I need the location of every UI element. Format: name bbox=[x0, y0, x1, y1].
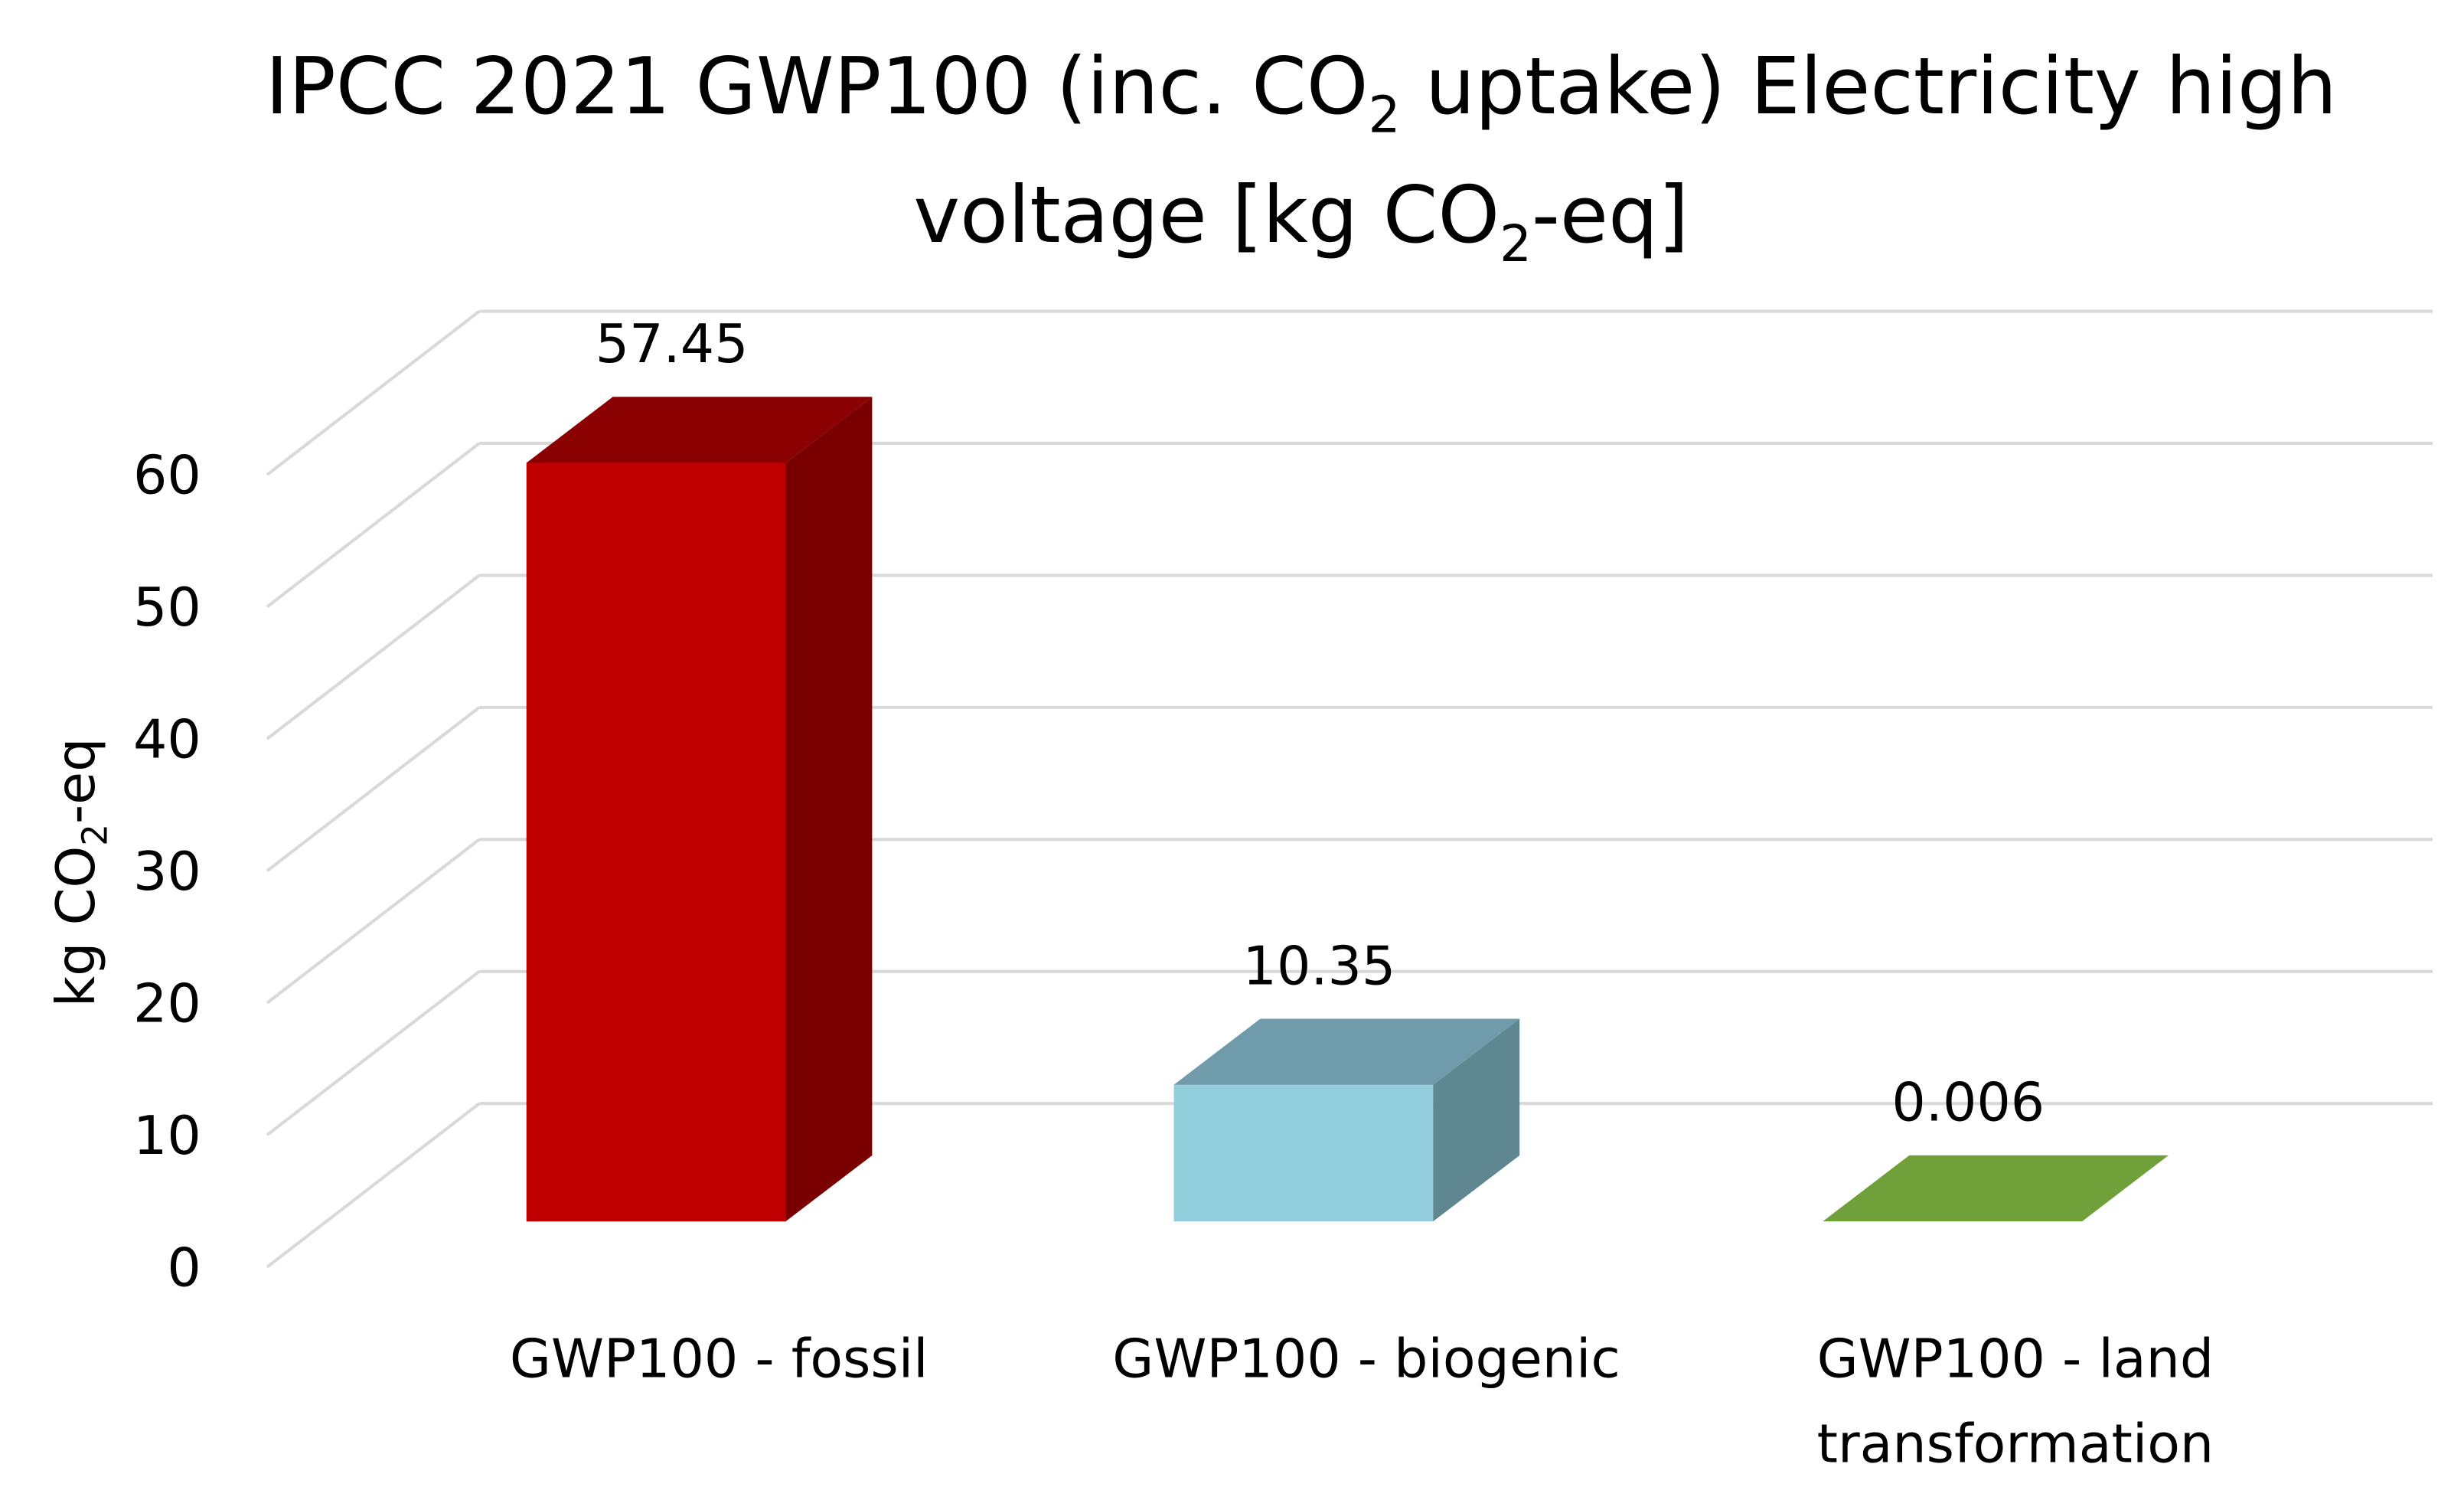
y-tick-label: 60 bbox=[133, 445, 201, 507]
y-tick-label: 20 bbox=[133, 972, 201, 1034]
bar-top bbox=[1173, 1018, 1520, 1085]
x-tick-label: transformation bbox=[1817, 1413, 2214, 1475]
gridline-side bbox=[266, 838, 481, 1005]
y-tick-label: 50 bbox=[133, 577, 201, 639]
gridline-side bbox=[266, 574, 481, 740]
gridline-side bbox=[266, 309, 481, 476]
gridline-side bbox=[266, 1102, 481, 1269]
bar-side bbox=[785, 397, 873, 1222]
svg-text:voltage [kg CO2-eq]: voltage [kg CO2-eq] bbox=[913, 170, 1689, 273]
data-label: 57.45 bbox=[596, 313, 749, 375]
x-tick-label: GWP100 - land bbox=[1817, 1328, 2214, 1390]
x-tick-label: GWP100 - biogenic bbox=[1112, 1328, 1620, 1390]
bar-front bbox=[526, 462, 786, 1222]
title-line2-b: -eq] bbox=[1532, 170, 1689, 261]
y-axis-ticks: 0 10 20 30 40 50 60 bbox=[133, 445, 201, 1299]
y-tick-label: 10 bbox=[133, 1105, 201, 1167]
chart-title: IPCC 2021 GWP100 (inc. CO2 uptake) Elect… bbox=[266, 41, 2337, 273]
gridline-side bbox=[266, 970, 481, 1136]
y-tick-label: 0 bbox=[167, 1237, 201, 1299]
bar-top bbox=[526, 397, 873, 463]
y-label-a: kg CO bbox=[45, 846, 107, 1008]
y-tick-label: 40 bbox=[133, 709, 201, 771]
title-line2-a: voltage [kg CO bbox=[913, 170, 1500, 261]
bar: 0.006 bbox=[1823, 1072, 2169, 1222]
x-tick-label: GWP100 - fossil bbox=[510, 1328, 928, 1390]
bars: 57.45 10.35 0.006 bbox=[526, 313, 2169, 1222]
bar: 10.35 bbox=[1173, 935, 1520, 1222]
y-tick-label: 30 bbox=[133, 841, 201, 903]
gridline-side bbox=[266, 442, 481, 609]
data-label: 10.35 bbox=[1243, 935, 1396, 997]
bar: 57.45 bbox=[526, 313, 873, 1222]
svg-text:IPCC 2021 GWP100 (inc. CO2 upt: IPCC 2021 GWP100 (inc. CO2 uptake) Elect… bbox=[266, 41, 2337, 145]
x-axis-labels: GWP100 - fossil GWP100 - biogenic GWP100 -… bbox=[510, 1328, 2214, 1475]
bar-top bbox=[1823, 1155, 2169, 1222]
title-line1-b: uptake) Electricity high bbox=[1400, 41, 2337, 132]
y-label-sub: 2 bbox=[75, 824, 116, 846]
gridline-side bbox=[266, 706, 481, 872]
title-line2-sub: 2 bbox=[1500, 215, 1532, 273]
bar-front bbox=[1173, 1084, 1434, 1222]
title-line1-a: IPCC 2021 GWP100 (inc. CO bbox=[266, 41, 1369, 132]
data-label: 0.006 bbox=[1891, 1072, 2045, 1134]
y-label-b: -eq bbox=[45, 738, 107, 824]
y-axis-label: kg CO2-eq bbox=[45, 738, 115, 1008]
title-line1-sub: 2 bbox=[1369, 86, 1401, 144]
bar-side bbox=[1433, 1018, 1520, 1222]
